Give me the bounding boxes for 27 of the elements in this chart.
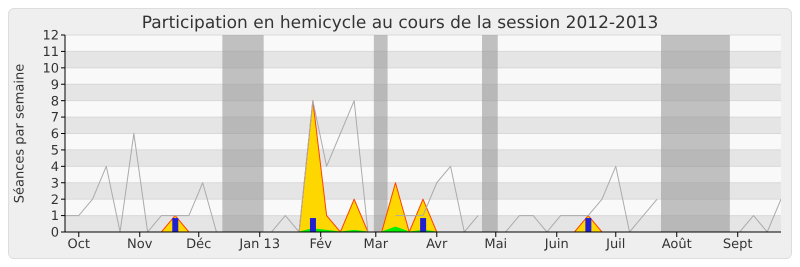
x-tick-label: Déc <box>186 237 212 252</box>
x-tick-label: Avr <box>426 237 448 252</box>
y-tick-label: 8 <box>50 94 59 110</box>
y-tick-label: 1 <box>50 209 59 224</box>
y-tick-label: 12 <box>42 28 59 44</box>
y-tick-label: 6 <box>50 127 59 142</box>
y-tick-label: 5 <box>50 144 59 159</box>
x-tick-label: Jan 13 <box>238 237 280 252</box>
x-tick-label: Fév <box>309 237 332 252</box>
x-tick-label: Août <box>662 237 692 252</box>
x-tick-label: Nov <box>127 237 153 252</box>
x-tick-label: Mar <box>364 237 389 252</box>
y-tick-label: 2 <box>50 192 59 208</box>
y-tick-label: 0 <box>50 226 59 241</box>
x-tick-label: Juil <box>605 237 626 252</box>
x-tick-label: Sept <box>722 237 753 252</box>
x-tick-label: Juin <box>544 237 569 252</box>
y-tick-label: 7 <box>50 110 59 126</box>
chart-title: Participation en hemicycle au cours de la session 2012-2013 <box>142 13 658 33</box>
y-tick-label: 10 <box>42 61 59 76</box>
y-axis-title: Séances par semaine <box>12 64 28 204</box>
x-tick-label: Mai <box>484 237 508 252</box>
y-tick-label: 9 <box>50 78 59 93</box>
y-tick-label: 4 <box>50 160 59 175</box>
y-tick-label: 3 <box>50 176 59 192</box>
x-tick-label: Oct <box>68 237 90 252</box>
y-tick-label: 11 <box>42 45 59 60</box>
